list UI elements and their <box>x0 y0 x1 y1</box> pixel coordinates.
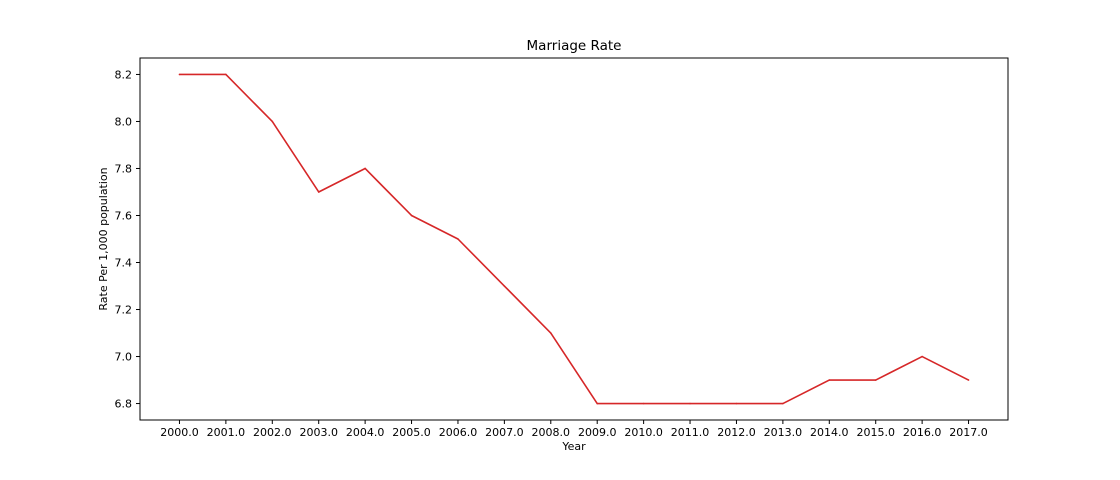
x-tick-label: 2016.0 <box>903 426 942 439</box>
x-tick-label: 2004.0 <box>346 426 385 439</box>
data-point <box>178 73 181 76</box>
x-tick-label: 2000.0 <box>160 426 199 439</box>
y-axis-ticks: 6.8 7.0 7.2 7.4 7.6 7.8 8.0 8.2 <box>115 68 140 411</box>
x-tick-label: 2012.0 <box>717 426 756 439</box>
data-point <box>503 285 506 287</box>
x-tick-label: 2007.0 <box>485 426 524 439</box>
y-tick-label: 8.2 <box>115 68 133 81</box>
x-tick-label: 2008.0 <box>532 426 571 439</box>
x-tick-label: 2001.0 <box>207 426 246 439</box>
x-axis-ticks: 2000.0 2001.0 2002.0 2003.0 2004.0 2005.0 2006… <box>160 420 988 439</box>
data-point <box>410 214 413 217</box>
data-point <box>874 379 877 381</box>
data-point <box>828 379 831 381</box>
series-line-0 <box>179 73 969 405</box>
chart-title: Marriage Rate <box>527 38 622 54</box>
y-axis-label: Rate Per 1,000 population <box>97 167 110 310</box>
x-tick-label: 2013.0 <box>764 426 803 439</box>
data-point <box>782 402 784 405</box>
data-point <box>549 332 552 334</box>
plot-area: 6.87.07.27.47.67.88.08.2 2000.0 2001.0 200… <box>115 57 1009 439</box>
x-tick-label: 2015.0 <box>856 426 895 439</box>
data-point <box>596 402 599 405</box>
y-tick-label: 7.0 <box>115 351 133 364</box>
x-tick-label: 2017.0 <box>949 426 988 439</box>
data-point <box>317 191 320 193</box>
x-tick-label: 2002.0 <box>253 426 292 439</box>
data-point <box>642 402 645 405</box>
y-tick-label: 8.0 <box>115 115 133 128</box>
y-tick-label: 7.8 <box>115 162 133 175</box>
data-point <box>364 167 366 170</box>
y-tick-label: 6.8 <box>115 398 133 411</box>
series-layer <box>178 73 970 405</box>
x-tick-label: 2006.0 <box>439 426 478 439</box>
y-tick-label: 7.4 <box>115 257 133 270</box>
x-tick-label: 2005.0 <box>392 426 431 439</box>
data-point <box>457 238 459 240</box>
data-point <box>921 355 923 358</box>
data-point <box>225 73 227 76</box>
x-tick-label: 2010.0 <box>624 426 663 439</box>
y-tick-label: 7.2 <box>115 304 133 317</box>
x-tick-label: 2003.0 <box>299 426 338 439</box>
data-point <box>967 379 970 381</box>
data-point <box>735 402 738 405</box>
x-axis-label: Year <box>561 440 586 453</box>
x-tick-label: 2009.0 <box>578 426 617 439</box>
y-tick-label: 7.6 <box>115 209 133 222</box>
plot-frame <box>139 57 1009 421</box>
data-point <box>271 120 274 123</box>
x-tick-label: 2014.0 <box>810 426 849 439</box>
data-point <box>689 402 691 405</box>
x-tick-label: 2011.0 <box>671 426 710 439</box>
